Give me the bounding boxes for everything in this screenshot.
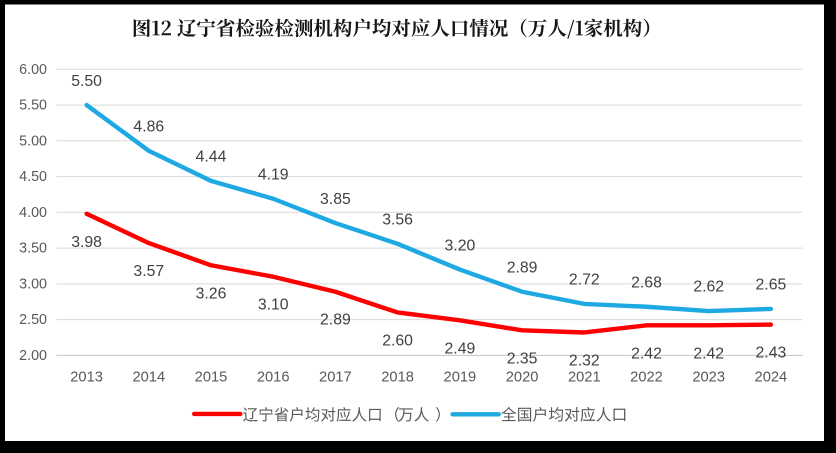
svg-text:2016: 2016 [257,369,290,385]
svg-text:4.86: 4.86 [133,119,164,136]
svg-text:2.35: 2.35 [507,350,538,367]
svg-text:2018: 2018 [381,369,414,385]
svg-text:2.62: 2.62 [693,279,724,296]
svg-text:3.10: 3.10 [258,297,289,314]
svg-text:5.00: 5.00 [19,133,47,149]
svg-text:3.57: 3.57 [133,263,164,280]
svg-text:2019: 2019 [444,369,477,385]
svg-text:2.89: 2.89 [507,259,538,276]
svg-text:2.68: 2.68 [631,274,662,291]
svg-text:2014: 2014 [132,369,165,385]
svg-text:5.50: 5.50 [71,73,102,90]
svg-text:2021: 2021 [568,369,601,385]
svg-text:2.42: 2.42 [631,345,662,362]
svg-text:2023: 2023 [692,369,725,385]
svg-text:2.72: 2.72 [569,272,600,289]
svg-text:2.60: 2.60 [382,333,413,350]
svg-text:4.00: 4.00 [19,205,47,221]
svg-text:2.65: 2.65 [756,277,787,294]
svg-text:2.89: 2.89 [320,312,351,329]
svg-text:3.85: 3.85 [320,191,351,208]
svg-text:3.50: 3.50 [19,241,47,257]
svg-text:4.50: 4.50 [19,169,47,185]
svg-text:2.00: 2.00 [19,348,47,364]
svg-text:2022: 2022 [630,369,663,385]
svg-text:2024: 2024 [755,369,788,385]
svg-text:2.50: 2.50 [19,312,47,328]
svg-text:2013: 2013 [70,369,103,385]
svg-text:3.00: 3.00 [19,277,47,293]
svg-text:2.42: 2.42 [693,345,724,362]
svg-text:3.98: 3.98 [71,234,102,251]
svg-text:6.00: 6.00 [19,62,47,78]
svg-text:3.56: 3.56 [382,212,413,229]
svg-text:2.32: 2.32 [569,353,600,370]
svg-text:2015: 2015 [195,369,228,385]
svg-text:2020: 2020 [506,369,539,385]
svg-text:2.43: 2.43 [756,345,787,362]
svg-text:4.19: 4.19 [258,167,289,184]
svg-text:5.50: 5.50 [19,98,47,114]
svg-text:2.49: 2.49 [445,340,476,357]
svg-text:3.26: 3.26 [196,285,227,302]
svg-text:4.44: 4.44 [196,149,227,166]
svg-text:2017: 2017 [319,369,352,385]
svg-text:3.20: 3.20 [445,237,476,254]
